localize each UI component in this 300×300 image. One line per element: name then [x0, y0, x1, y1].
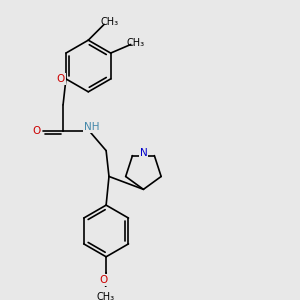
Text: O: O [99, 275, 107, 285]
Text: CH₃: CH₃ [97, 292, 115, 300]
Text: O: O [57, 74, 65, 84]
Text: N: N [140, 148, 147, 158]
Text: NH: NH [84, 122, 100, 132]
Text: O: O [33, 125, 41, 136]
Text: CH₃: CH₃ [126, 38, 144, 48]
Text: CH₃: CH₃ [101, 16, 119, 26]
